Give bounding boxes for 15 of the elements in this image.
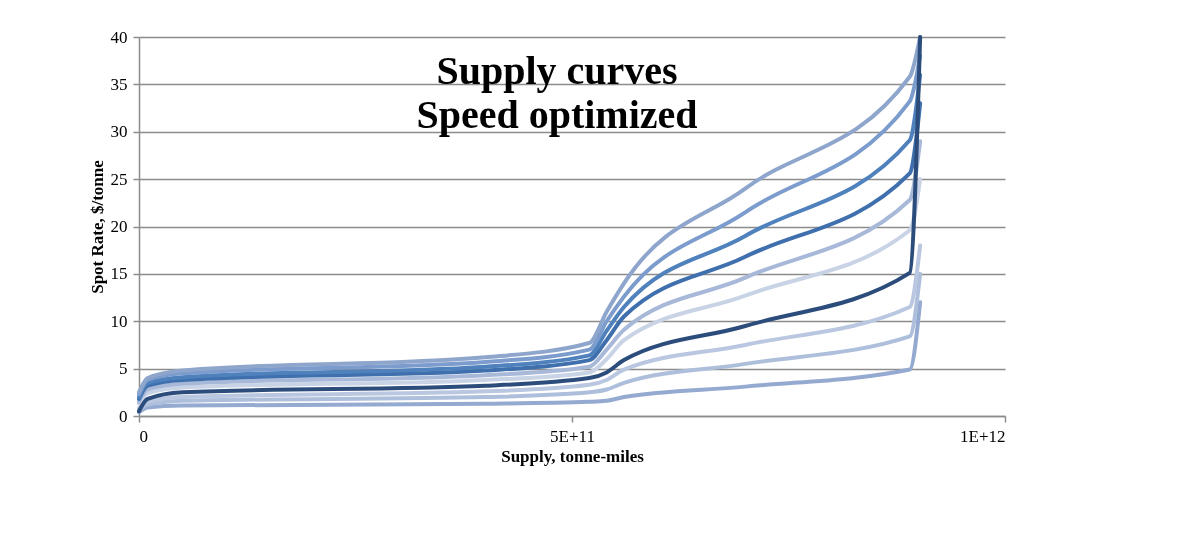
y-tick-label: 30 [110, 122, 128, 142]
y-tick-label: 20 [110, 217, 128, 236]
y-tick-label: 40 [110, 27, 128, 47]
y-tick-label: 35 [110, 74, 128, 94]
x-axis-title: Supply, tonne-miles [501, 446, 645, 466]
x-tick-label: 5E+11 [550, 426, 595, 446]
x-tick-label: 1E+12 [960, 426, 1006, 446]
y-tick-label: 5 [119, 359, 128, 379]
x-tick-label: 0 [139, 426, 148, 446]
y-tick-label: 10 [110, 311, 128, 331]
y-axis-title: Spot Rate, $/tonne [87, 159, 107, 294]
y-tick-label: 25 [110, 169, 128, 189]
y-tick-label: 15 [110, 264, 128, 284]
text: Supply curves Speed optimized [416, 48, 698, 137]
y-tick-label: 0 [119, 406, 128, 426]
